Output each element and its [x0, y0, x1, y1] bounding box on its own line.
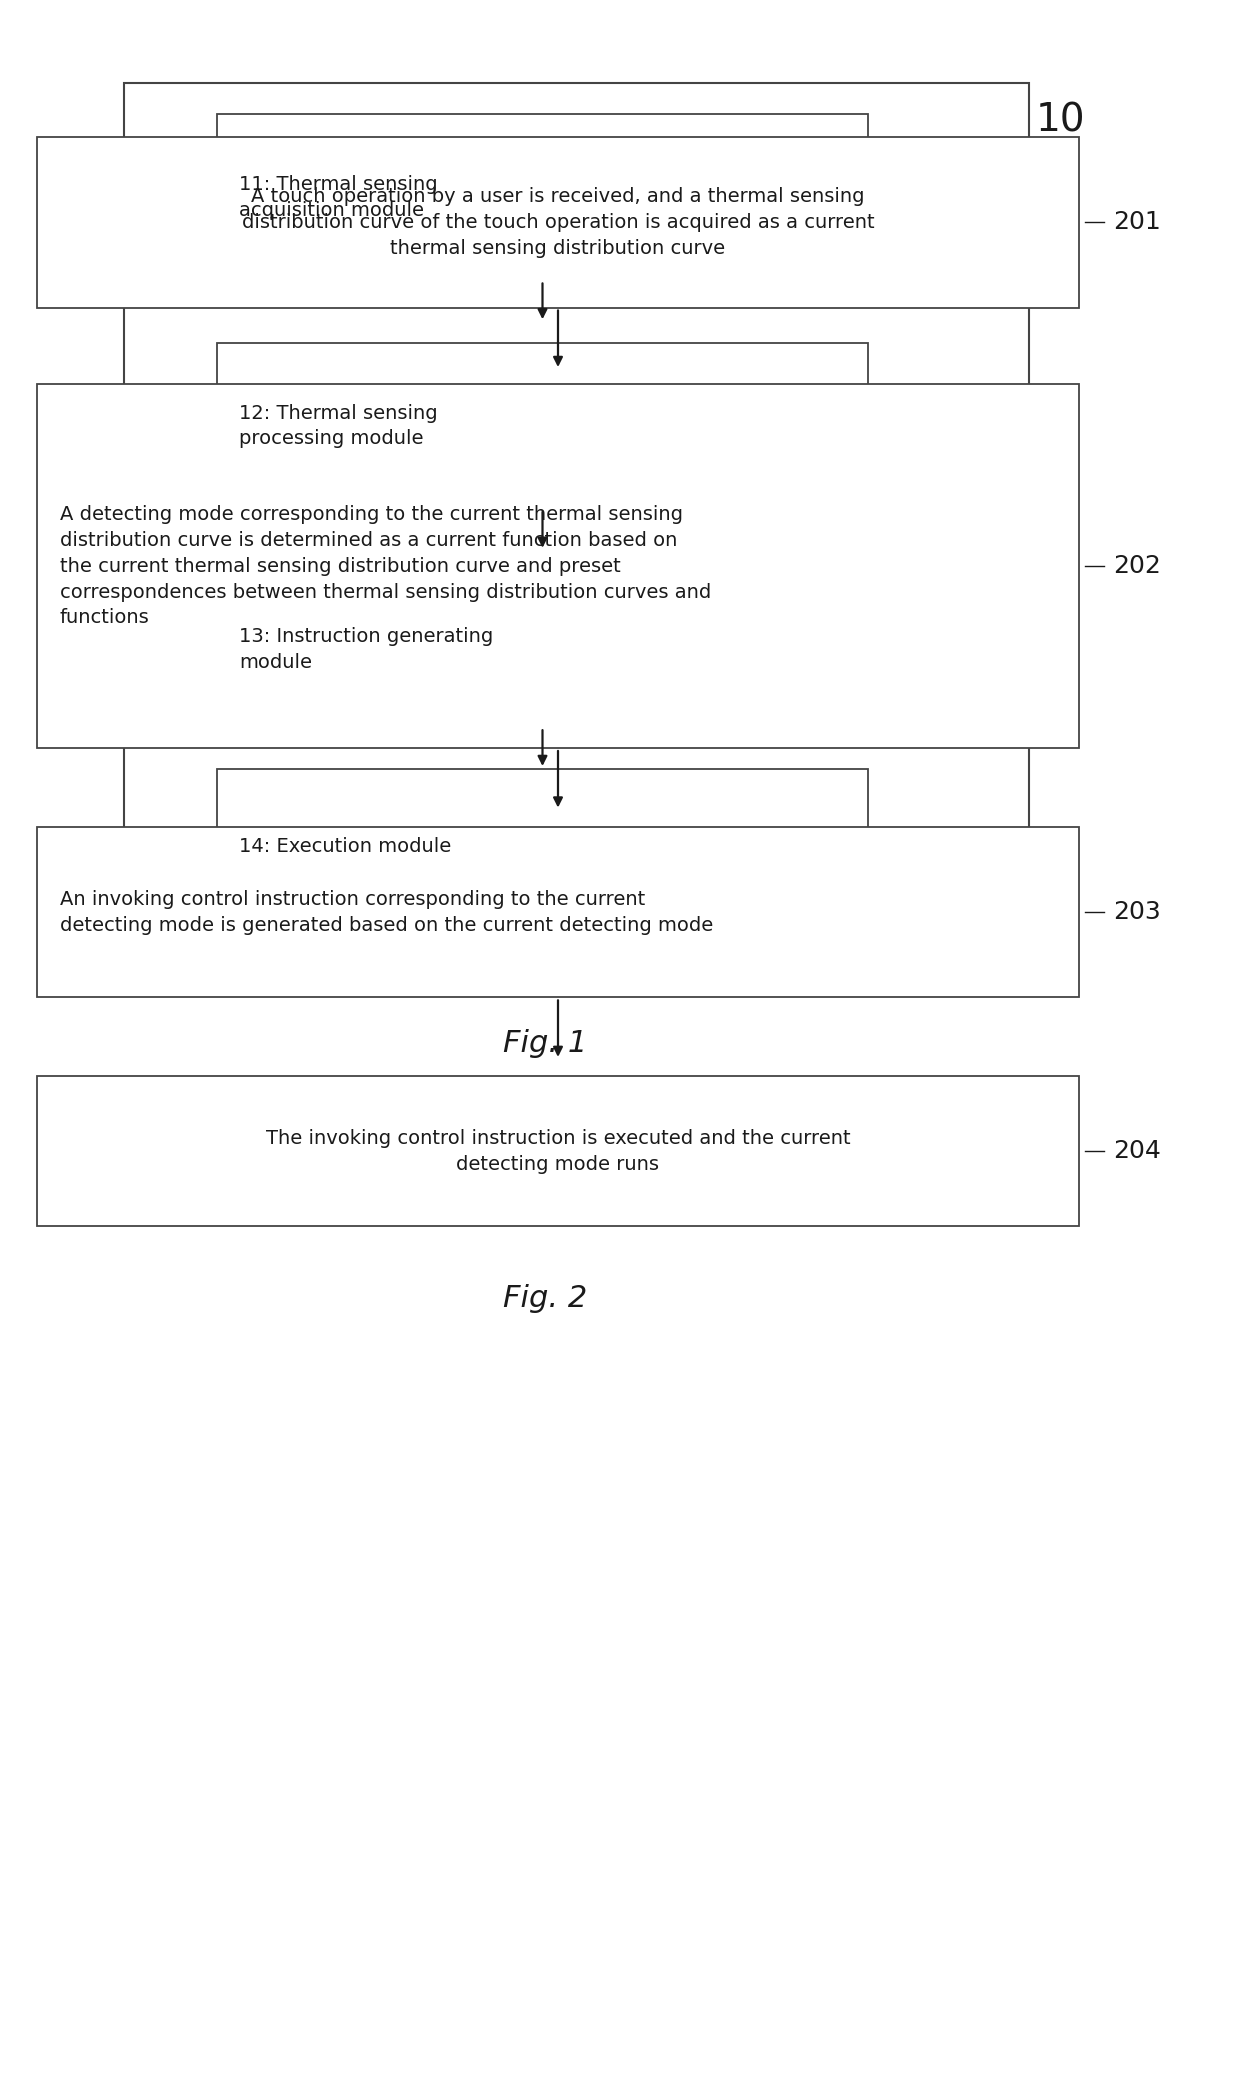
Text: The invoking control instruction is executed and the current
detecting mode runs: The invoking control instruction is exec…	[265, 1128, 851, 1174]
Text: Fig. 2: Fig. 2	[503, 1284, 588, 1313]
Bar	[37, 1076, 1079, 1226]
Text: 204: 204	[1114, 1139, 1162, 1164]
Text: 12: Thermal sensing
processing module: 12: Thermal sensing processing module	[239, 403, 438, 449]
Text: 13: Instruction generating
module: 13: Instruction generating module	[239, 628, 494, 671]
Text: 10: 10	[1035, 102, 1085, 139]
Bar	[37, 137, 1079, 308]
Bar	[217, 571, 868, 727]
Bar	[217, 343, 868, 509]
Text: Fig. 1: Fig. 1	[503, 1029, 588, 1058]
Bar	[124, 83, 1029, 987]
Text: 203: 203	[1114, 900, 1162, 925]
Text: A touch operation by a user is received, and a thermal sensing
distribution curv: A touch operation by a user is received,…	[242, 187, 874, 258]
Text: 201: 201	[1114, 210, 1162, 235]
Text: A detecting mode corresponding to the current thermal sensing
distribution curve: A detecting mode corresponding to the cu…	[60, 505, 711, 628]
Text: 11: Thermal sensing
acquisition module: 11: Thermal sensing acquisition module	[239, 175, 438, 220]
Bar	[217, 769, 868, 925]
Bar	[37, 384, 1079, 748]
Bar	[217, 114, 868, 281]
Bar	[37, 827, 1079, 997]
Text: 202: 202	[1114, 555, 1162, 578]
Text: An invoking control instruction corresponding to the current
detecting mode is g: An invoking control instruction correspo…	[60, 889, 713, 935]
Text: 14: Execution module: 14: Execution module	[239, 837, 451, 856]
